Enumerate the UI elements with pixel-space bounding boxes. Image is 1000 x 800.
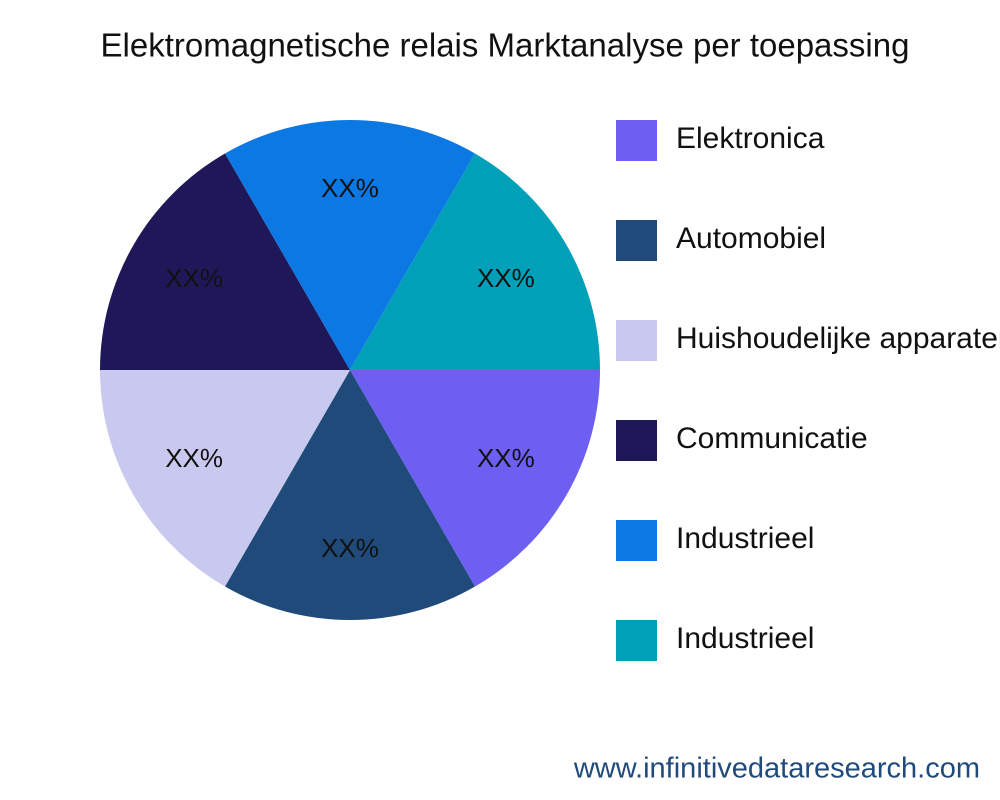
pie-slice	[100, 153, 350, 370]
legend-label: Elektronica	[676, 122, 825, 155]
legend-swatch	[616, 220, 657, 261]
slice-label: XX%	[321, 173, 379, 203]
legend-swatch	[616, 520, 657, 561]
legend-swatch	[616, 120, 657, 161]
slice-label: XX%	[477, 263, 535, 293]
pie-slice	[225, 370, 475, 620]
slice-label: XX%	[165, 263, 223, 293]
legend-label: Industrieel	[676, 622, 814, 655]
legend-label: Huishoudelijke apparaten	[676, 322, 1000, 355]
pie-slice	[350, 370, 600, 587]
slice-label: XX%	[321, 533, 379, 563]
pie-slice	[100, 370, 350, 587]
legend-label: Industrieel	[676, 522, 814, 555]
legend-swatch	[616, 320, 657, 361]
legend-label: Communicatie	[676, 422, 868, 455]
chart-title: Elektromagnetische relais Marktanalyse p…	[101, 27, 910, 64]
slice-label: XX%	[165, 443, 223, 473]
pie-slice	[225, 119, 475, 370]
legend-swatch	[616, 620, 657, 661]
legend-label: Automobiel	[676, 222, 826, 255]
slice-label: XX%	[477, 443, 535, 473]
pie-slice	[350, 153, 600, 370]
source-link: www.infinitivedataresearch.com	[573, 753, 980, 785]
legend-swatch	[616, 420, 657, 461]
